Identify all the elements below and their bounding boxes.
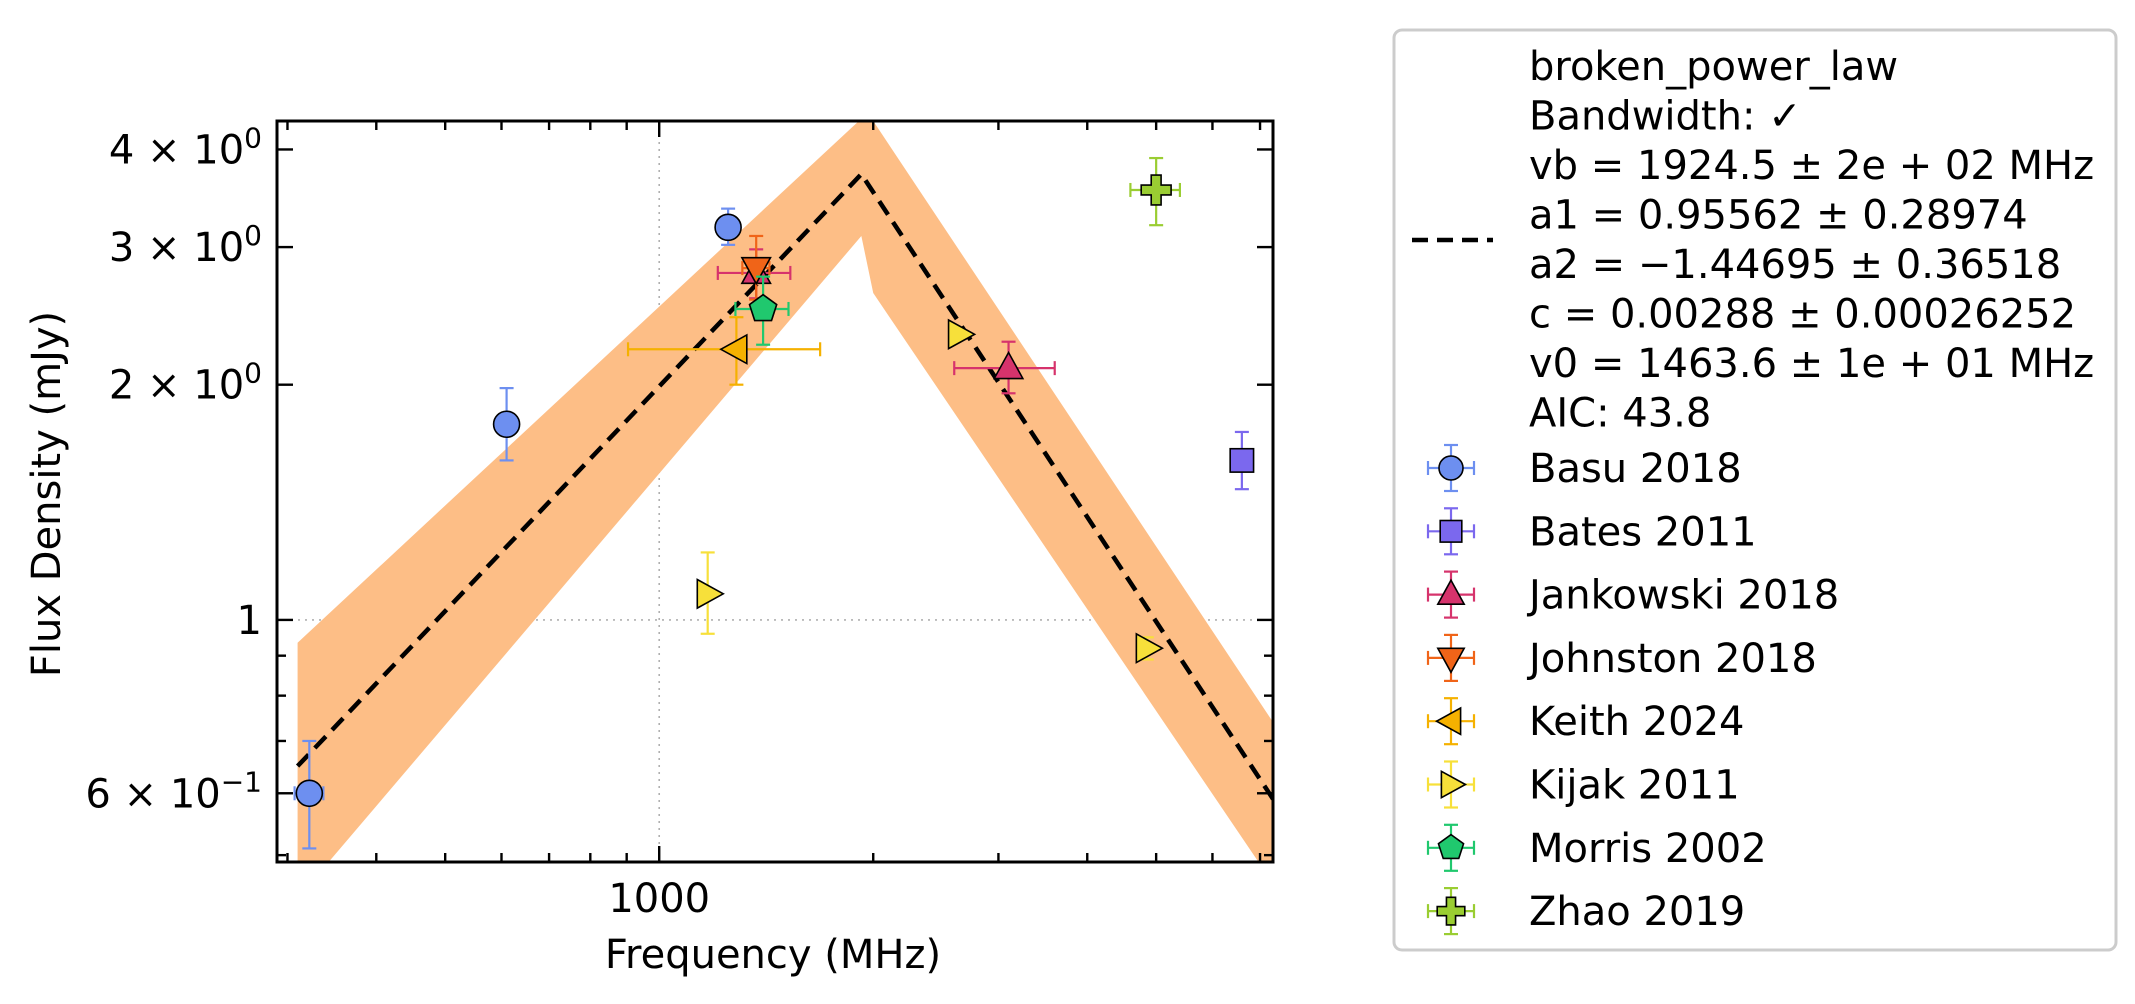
legend-marker-basu-2018 bbox=[1438, 455, 1464, 481]
legend-fit-text: broken_power_law bbox=[1529, 44, 1898, 90]
axes: Frequency (MHz) Flux Density (mJy) 10006… bbox=[24, 119, 1275, 978]
legend-fit-text: vb = 1924.5 ± 2e + 02 MHz bbox=[1529, 143, 2094, 189]
legend-fit-text: c = 0.00288 ± 0.00026252 bbox=[1529, 292, 2076, 338]
legend-fit-text: a2 = −1.44695 ± 0.36518 bbox=[1529, 242, 2061, 288]
data-point-morris-2002 bbox=[748, 293, 778, 322]
series-basu-2018 bbox=[293, 207, 742, 850]
y-tick-label: 4 × 100 bbox=[109, 121, 262, 173]
legend-marker-zhao-2019 bbox=[1436, 896, 1466, 926]
data-point-johnston-2018 bbox=[740, 256, 772, 286]
legend-label: Zhao 2019 bbox=[1529, 889, 1745, 935]
legend-label: Morris 2002 bbox=[1529, 826, 1767, 872]
y-axis-label: Flux Density (mJy) bbox=[24, 311, 70, 677]
legend-label: Johnston 2018 bbox=[1526, 636, 1817, 682]
legend-marker-bates-2011 bbox=[1439, 519, 1463, 543]
data-point-keith-2024 bbox=[719, 333, 748, 365]
legend-frame bbox=[1392, 28, 2118, 952]
legend-fit-text: Bandwidth: ✓ bbox=[1529, 94, 1802, 140]
y-tick-exponent: −1 bbox=[221, 765, 262, 798]
data-point-basu-2018 bbox=[714, 213, 742, 242]
y-tick-label: 2 × 100 bbox=[109, 357, 262, 409]
legend-marker-kijak-2011 bbox=[1440, 769, 1468, 800]
legend-label: Bates 2011 bbox=[1529, 509, 1757, 555]
legend-entry-johnston-2018: Johnston 2018 bbox=[1426, 633, 1817, 683]
legend-entry-basu-2018: Basu 2018 bbox=[1426, 443, 1742, 493]
data-point-basu-2018 bbox=[492, 410, 521, 439]
legend-fit-text: AIC: 43.8 bbox=[1529, 391, 1711, 437]
y-tick-mantissa: 2 × 10 bbox=[109, 363, 244, 409]
plot-content bbox=[277, 121, 1273, 862]
series-kijak-2011 bbox=[696, 318, 1165, 664]
legend-marker-johnston-2018 bbox=[1436, 647, 1466, 674]
legend-label: Keith 2024 bbox=[1529, 699, 1745, 745]
data-point-basu-2018 bbox=[295, 779, 324, 808]
legend-marker-keith-2024 bbox=[1434, 706, 1462, 736]
fit-confidence-band bbox=[297, 121, 1273, 862]
y-tick-exponent: 0 bbox=[244, 219, 262, 252]
legend-label: Kijak 2011 bbox=[1529, 763, 1740, 809]
data-point-kijak-2011 bbox=[696, 578, 725, 610]
legend-entry-kijak-2011: Kijak 2011 bbox=[1426, 760, 1740, 809]
legend-marker-jankowski-2018 bbox=[1436, 578, 1466, 606]
series-keith-2024 bbox=[626, 316, 822, 386]
data-point-kijak-2011 bbox=[947, 318, 977, 350]
legend-entry-zhao-2019: Zhao 2019 bbox=[1426, 886, 1745, 936]
legend-entry-morris-2002: Morris 2002 bbox=[1426, 823, 1767, 872]
legend-fit-text: v0 = 1463.6 ± 1e + 01 MHz bbox=[1529, 341, 2094, 387]
legend-label: Jankowski 2018 bbox=[1526, 573, 1839, 619]
legend-label: Basu 2018 bbox=[1529, 446, 1742, 492]
data-point-kijak-2011 bbox=[1135, 632, 1165, 664]
y-tick-mantissa: 4 × 10 bbox=[109, 127, 244, 173]
data-point-jankowski-2018 bbox=[992, 350, 1025, 380]
legend-entry-keith-2024: Keith 2024 bbox=[1426, 697, 1745, 746]
series-bates-2011 bbox=[1229, 430, 1255, 491]
plot-area bbox=[277, 121, 1273, 862]
x-axis-label: Frequency (MHz) bbox=[605, 932, 941, 978]
plot-frame bbox=[275, 119, 1275, 864]
series-morris-2002 bbox=[734, 275, 790, 346]
data-point-bates-2011 bbox=[1229, 447, 1255, 473]
y-tick-mantissa: 3 × 10 bbox=[109, 225, 244, 271]
legend-entry-jankowski-2018: Jankowski 2018 bbox=[1426, 570, 1839, 619]
series-zhao-2019 bbox=[1129, 156, 1182, 227]
data-point-zhao-2019 bbox=[1140, 174, 1172, 206]
y-tick-label: 6 × 10−1 bbox=[85, 765, 262, 817]
legend-fit-text: a1 = 0.95562 ± 0.28974 bbox=[1529, 193, 2028, 239]
y-tick-exponent: 0 bbox=[244, 121, 262, 154]
x-tick-label: 1000 bbox=[608, 876, 710, 922]
y-tick-label: 1 bbox=[237, 598, 262, 644]
legend-marker-morris-2002 bbox=[1437, 833, 1465, 860]
legend-entry-bates-2011: Bates 2011 bbox=[1426, 507, 1757, 556]
y-tick-mantissa: 6 × 10 bbox=[85, 771, 220, 817]
y-tick-exponent: 0 bbox=[244, 357, 262, 390]
y-tick-label: 3 × 100 bbox=[109, 219, 262, 271]
